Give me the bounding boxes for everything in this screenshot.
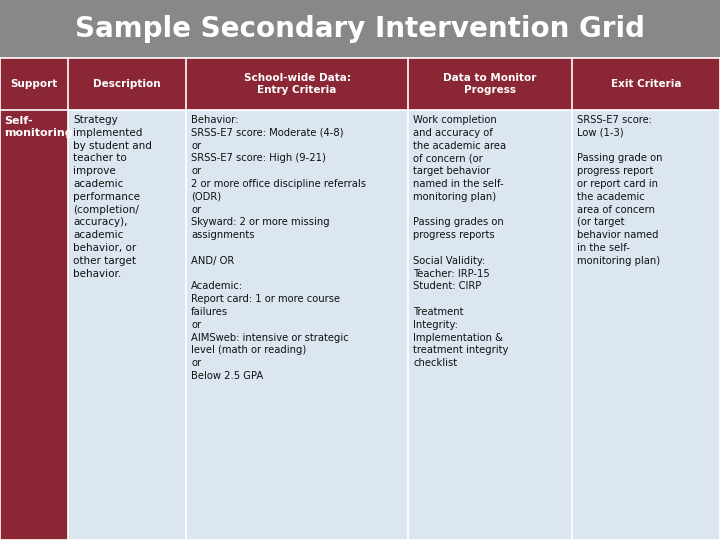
Text: Behavior:
SRSS-E7 score: Moderate (4-8)
or
SRSS-E7 score: High (9-21)
or
2 or mo: Behavior: SRSS-E7 score: Moderate (4-8) … [191, 115, 366, 381]
Text: Self-
monitoring: Self- monitoring [4, 116, 73, 138]
Bar [572, 110, 720, 540]
Bar [186, 58, 408, 110]
Bar [186, 110, 408, 540]
Bar [0, 0, 720, 58]
Bar [68, 58, 186, 110]
Text: Exit Criteria: Exit Criteria [611, 79, 681, 89]
Text: Strategy
implemented
by student and
teacher to
improve
academic
performance
(com: Strategy implemented by student and teac… [73, 115, 152, 279]
Text: School-wide Data:
Entry Criteria: School-wide Data: Entry Criteria [243, 73, 351, 95]
Bar [0, 110, 68, 540]
Bar [408, 58, 572, 110]
Bar [572, 58, 720, 110]
Text: Description: Description [93, 79, 161, 89]
Text: Sample Secondary Intervention Grid: Sample Secondary Intervention Grid [75, 15, 645, 43]
Text: Work completion
and accuracy of
the academic area
of concern (or
target behavior: Work completion and accuracy of the acad… [413, 115, 508, 368]
Text: Support: Support [10, 79, 58, 89]
Text: SRSS-E7 score:
Low (1-3)

Passing grade on
progress report
or report card in
the: SRSS-E7 score: Low (1-3) Passing grade o… [577, 115, 662, 266]
Text: Data to Monitor
Progress: Data to Monitor Progress [444, 73, 536, 95]
Bar [68, 110, 186, 540]
Bar [0, 58, 68, 110]
Bar [408, 110, 572, 540]
